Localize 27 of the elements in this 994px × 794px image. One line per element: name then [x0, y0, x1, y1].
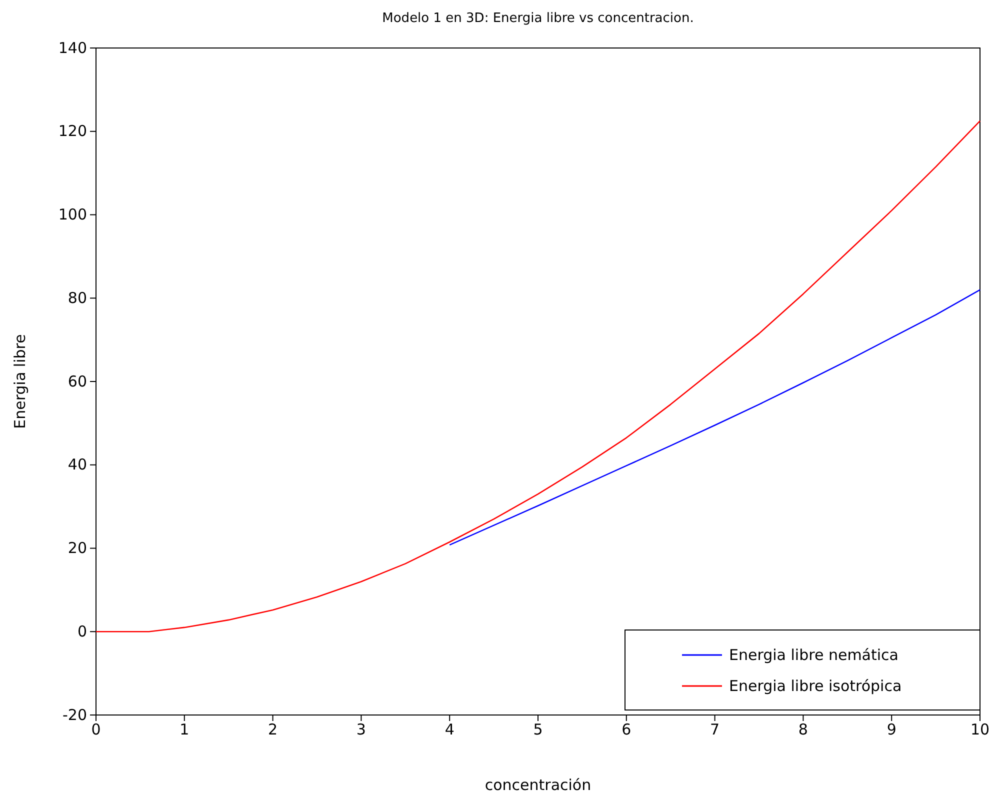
line-series: [95, 120, 981, 632]
y-tick-label: 80: [68, 288, 87, 307]
legend-label: Energia libre isotrópica: [729, 677, 902, 695]
x-tick-label: 3: [356, 720, 366, 739]
y-tick-label: 40: [68, 456, 87, 474]
x-axis-title: concentración: [484, 776, 592, 794]
y-tick-label: -20: [62, 706, 87, 724]
x-tick-label: 2: [268, 720, 278, 739]
x-tick-label: 10: [970, 720, 990, 739]
y-tick-label: 0: [77, 622, 87, 640]
chart-title: Modelo 1 en 3D: Energia libre vs concentracion.: [382, 11, 694, 26]
y-tick-label: 60: [68, 372, 87, 390]
x-tick-label: 7: [710, 720, 720, 739]
line-series: [448, 289, 981, 546]
x-tick-label: 5: [533, 720, 543, 739]
x-tick-label: 4: [444, 720, 454, 739]
y-tick-label: 140: [58, 38, 87, 57]
x-tick-label: 9: [886, 720, 896, 739]
y-tick-label: 100: [58, 206, 87, 224]
x-tick-label: 8: [798, 720, 808, 739]
x-tick-label: 0: [91, 720, 101, 739]
x-tick-label: 1: [180, 720, 190, 739]
y-axis-title: Energia libre: [11, 334, 29, 429]
y-tick-label: 20: [68, 539, 87, 558]
x-tick-label: 6: [622, 720, 632, 739]
legend-label: Energia libre nemática: [729, 646, 898, 664]
y-tick-label: 120: [58, 122, 87, 140]
